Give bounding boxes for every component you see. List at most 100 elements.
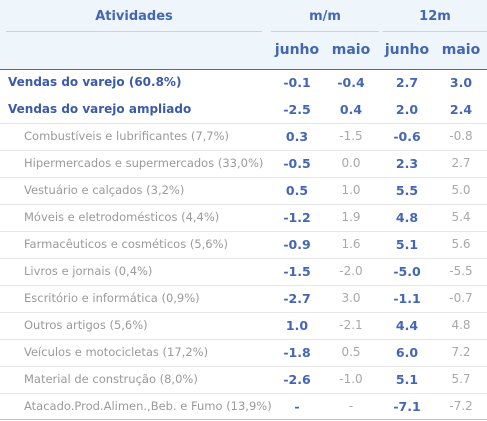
value-maio-mm: 0.4	[339, 102, 363, 117]
header-separator	[6, 31, 262, 32]
value-junho-12m: -5.0	[393, 264, 421, 279]
row-divider	[0, 150, 487, 151]
table-bottom-border	[0, 419, 487, 420]
row-divider	[0, 366, 487, 367]
value-junho-mm: -2.5	[283, 102, 311, 117]
table-row: Escritório e informática (0,9%) -2.7 3.0 -1…	[0, 285, 487, 312]
value-junho-12m: 4.4	[395, 318, 419, 333]
value-maio-mm: 3.0	[341, 291, 361, 305]
row-divider	[0, 204, 487, 205]
header-band	[0, 0, 487, 69]
value-maio-mm: -0.4	[337, 75, 365, 90]
12m-group-header: 12m	[419, 9, 451, 24]
activities-header: Atividades	[95, 9, 173, 24]
row-divider	[0, 339, 487, 340]
value-junho-mm: -	[294, 399, 300, 414]
value-junho-12m: 4.8	[395, 210, 419, 225]
table-row: Vendas do varejo ampliado -2.5 0.4 2.0 2.4	[0, 96, 487, 123]
row-label: Outros artigos (5,6%)	[24, 318, 148, 332]
row-label: Móveis e eletrodomésticos (4,4%)	[24, 210, 220, 224]
value-maio-12m: 5.7	[451, 372, 471, 386]
value-maio-mm: 1.6	[341, 237, 361, 251]
table-row: Farmacêuticos e cosméticos (5,6%) -0.9 1.6…	[0, 231, 487, 258]
value-maio-12m: 2.7	[451, 156, 471, 170]
value-junho-12m: 6.0	[395, 345, 419, 360]
header-separator	[383, 31, 487, 32]
table-row: Combustíveis e lubrificantes (7,7%) 0.3 -1…	[0, 123, 487, 150]
value-junho-12m: 2.7	[395, 75, 419, 90]
value-junho-12m: 2.0	[395, 102, 419, 117]
value-junho-12m: 5.1	[395, 372, 419, 387]
row-divider	[0, 177, 487, 178]
value-junho-mm: -1.5	[283, 264, 311, 279]
value-maio-mm: 1.9	[341, 210, 361, 224]
value-maio-mm: 1.0	[341, 183, 361, 197]
row-label: Veículos e motocicletas (17,2%)	[24, 345, 209, 359]
value-maio-12m: -0.8	[449, 129, 473, 143]
value-junho-12m: 2.3	[395, 156, 419, 171]
table-row: Vestuário e calçados (3,2%) 0.5 1.0 5.5 5.0	[0, 177, 487, 204]
header-divider	[0, 69, 487, 70]
value-maio-12m: 4.8	[451, 318, 471, 332]
value-junho-mm: -0.1	[283, 75, 311, 90]
value-junho-mm: -1.2	[283, 210, 311, 225]
table-row: Material de construção (8,0%) -2.6 -1.0 5.1…	[0, 366, 487, 393]
row-label: Atacado.Prod.Alimen.,Beb. e Fumo (13,9%)	[24, 399, 272, 413]
value-maio-mm: -	[348, 399, 354, 413]
col-maio-mm: maio	[331, 42, 371, 58]
col-junho-12m: junho	[384, 42, 430, 58]
table-row: Móveis e eletrodomésticos (4,4%) -1.2 1.9 4…	[0, 204, 487, 231]
value-maio-12m: 5.4	[451, 210, 471, 224]
row-divider	[0, 258, 487, 259]
value-junho-mm: -0.9	[283, 237, 311, 252]
value-maio-mm: -2.0	[339, 264, 363, 278]
row-label: Material de construção (8,0%)	[24, 372, 198, 386]
row-label: Vendas do varejo ampliado	[8, 102, 192, 116]
row-divider	[0, 123, 487, 124]
value-junho-mm: 1.0	[285, 318, 309, 333]
value-junho-12m: -0.6	[393, 129, 421, 144]
value-maio-12m: 3.0	[449, 75, 473, 90]
row-label: Vestuário e calçados (3,2%)	[24, 183, 185, 197]
value-junho-12m: 5.1	[395, 237, 419, 252]
value-maio-12m: -0.7	[449, 291, 473, 305]
row-label: Farmacêuticos e cosméticos (5,6%)	[24, 237, 229, 251]
value-maio-12m: 5.0	[451, 183, 471, 197]
value-maio-12m: 5.6	[451, 237, 471, 251]
value-junho-12m: -1.1	[393, 291, 421, 306]
value-maio-12m: -7.2	[449, 399, 473, 413]
value-maio-mm: 0.5	[341, 345, 361, 359]
row-divider	[0, 231, 487, 232]
value-maio-mm: 0.0	[341, 156, 361, 170]
table-row: Outros artigos (5,6%) 1.0 -2.1 4.4 4.8	[0, 312, 487, 339]
value-junho-mm: -2.6	[283, 372, 311, 387]
row-label: Escritório e informática (0,9%)	[24, 291, 200, 305]
value-junho-mm: -2.7	[283, 291, 311, 306]
value-junho-mm: 0.5	[285, 183, 309, 198]
row-divider	[0, 312, 487, 313]
mm-group-header: m/m	[309, 9, 341, 24]
row-label: Vendas do varejo (60.8%)	[8, 75, 182, 89]
table-row: Vendas do varejo (60.8%) -0.1 -0.4 2.7 3.0	[0, 69, 487, 96]
value-junho-12m: -7.1	[393, 399, 421, 414]
value-maio-mm: -1.5	[339, 129, 363, 143]
table-row: Hipermercados e supermercados (33,0%) -0.…	[0, 150, 487, 177]
value-maio-mm: -1.0	[339, 372, 363, 386]
table-row: Veículos e motocicletas (17,2%) -1.8 0.5 6.…	[0, 339, 487, 366]
row-label: Combustíveis e lubrificantes (7,7%)	[24, 129, 230, 143]
header-separator	[271, 31, 379, 32]
value-junho-mm: -1.8	[283, 345, 311, 360]
value-maio-mm: -2.1	[339, 318, 363, 332]
value-junho-12m: 5.5	[395, 183, 419, 198]
table-row: Atacado.Prod.Alimen.,Beb. e Fumo (13,9%)…	[0, 393, 487, 420]
value-junho-mm: -0.5	[283, 156, 311, 171]
value-maio-12m: 2.4	[449, 102, 473, 117]
row-divider	[0, 393, 487, 394]
value-maio-12m: -5.5	[449, 264, 473, 278]
row-divider	[0, 285, 487, 286]
col-junho-mm: junho	[274, 42, 320, 58]
value-junho-mm: 0.3	[285, 129, 309, 144]
row-label: Hipermercados e supermercados (33,0%)	[24, 156, 264, 170]
table-row: Livros e jornais (0,4%) -1.5 -2.0 -5.0 -5.5	[0, 258, 487, 285]
